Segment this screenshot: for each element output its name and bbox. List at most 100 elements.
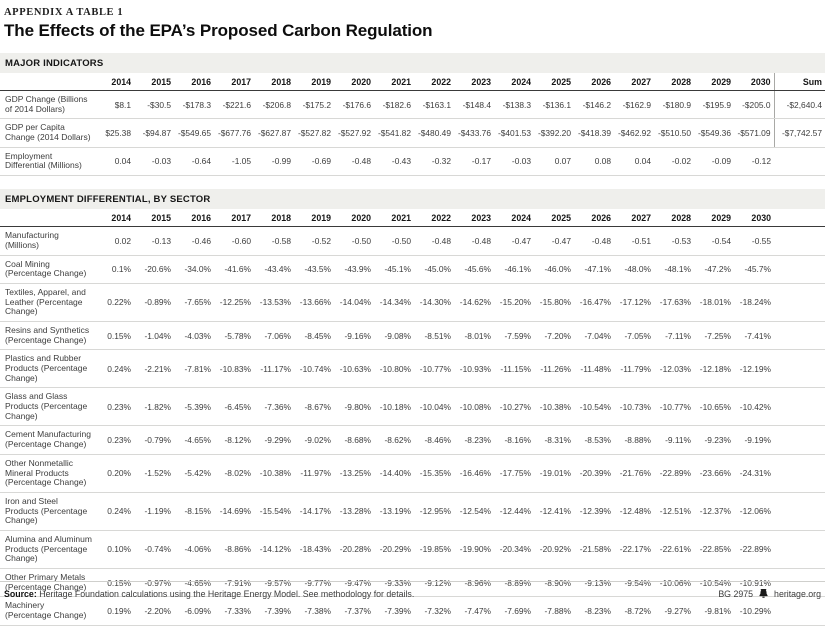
value-cell: -9.29% — [254, 425, 294, 455]
value-cell: -10.91% — [734, 568, 774, 598]
source-note: Source: Heritage Foundation calculations… — [4, 589, 414, 599]
value-cell: -$206.8 — [254, 90, 294, 120]
source-label: Source: — [4, 588, 37, 599]
value-cell: -9.02% — [294, 425, 334, 455]
value-cell: 0.10% — [94, 530, 134, 570]
value-cell: -12.18% — [694, 349, 734, 389]
year-header-cell: 2025 — [534, 73, 574, 91]
value-cell: -0.48 — [334, 147, 374, 177]
value-cell: -1.05 — [214, 147, 254, 177]
value-cell: -1.82% — [134, 387, 174, 427]
value-cell: -10.04% — [414, 387, 454, 427]
value-cell: -45.7% — [734, 255, 774, 284]
table-row: Other Primary Metals (Percentage Change)… — [0, 568, 825, 598]
value-cell: -16.47% — [574, 283, 614, 322]
value-cell: 0.23% — [94, 387, 134, 427]
value-cell: -4.06% — [174, 530, 214, 570]
major-indicators-table: 2014 2015 2016 2017 2018 2019 2020 2021 2022 2023… — [0, 73, 825, 177]
value-cell: -9.23% — [694, 425, 734, 455]
value-cell: -7.39% — [374, 596, 414, 626]
value-cell: -0.47 — [534, 226, 574, 256]
year-header-cell: 2027 — [614, 209, 654, 228]
sum-cell — [774, 425, 825, 455]
value-cell: -22.89% — [734, 530, 774, 570]
year-header-cell: 2030 — [734, 73, 774, 91]
value-cell: -23.66% — [694, 454, 734, 493]
value-cell: -4.03% — [174, 321, 214, 351]
row-label: Alumina and Aluminum Products (Percentag… — [0, 530, 94, 570]
value-cell: -11.26% — [534, 349, 574, 389]
value-cell: -$418.39 — [574, 118, 614, 148]
value-cell: -5.39% — [174, 387, 214, 427]
value-cell: -14.30% — [414, 283, 454, 322]
value-cell: -10.65% — [694, 387, 734, 427]
value-cell: 0.24% — [94, 349, 134, 389]
value-cell: 0.15% — [94, 321, 134, 351]
value-cell: -9.80% — [334, 387, 374, 427]
year-header-cell: 2015 — [134, 209, 174, 228]
row-label: Employment Differential (Millions) — [0, 147, 94, 177]
sum-cell — [774, 454, 825, 493]
value-cell: -$627.87 — [254, 118, 294, 148]
value-cell: -8.45% — [294, 321, 334, 351]
value-cell: -10.29% — [734, 596, 774, 626]
value-cell: -0.89% — [134, 283, 174, 322]
value-cell: -7.65% — [174, 283, 214, 322]
value-cell: -13.66% — [294, 283, 334, 322]
value-cell: -$527.92 — [334, 118, 374, 148]
value-cell: -13.25% — [334, 454, 374, 493]
value-cell: -10.38% — [254, 454, 294, 493]
value-cell: -8.88% — [614, 425, 654, 455]
value-cell: -10.38% — [534, 387, 574, 427]
table-row: Resins and Synthetics (Percentage Change… — [0, 321, 825, 351]
sum-cell — [774, 226, 825, 256]
year-header-row: 2014 2015 2016 2017 2018 2019 2020 2021 2022 2023… — [0, 209, 825, 228]
value-cell: -7.11% — [654, 321, 694, 351]
value-cell: -7.36% — [254, 387, 294, 427]
value-cell: -17.12% — [614, 283, 654, 322]
section-header-major-indicators: MAJOR INDICATORS — [0, 53, 825, 73]
value-cell: 0.07 — [534, 147, 574, 177]
row-label: Iron and Steel Products (Percentage Chan… — [0, 492, 94, 531]
value-cell: -$462.92 — [614, 118, 654, 148]
value-cell: -12.37% — [694, 492, 734, 531]
year-header-cell: 2021 — [374, 73, 414, 91]
value-cell: $25.38 — [94, 118, 134, 148]
value-cell: -0.13 — [134, 226, 174, 256]
value-cell: -$163.1 — [414, 90, 454, 120]
table-row: Plastics and Rubber Products (Percentage… — [0, 349, 825, 389]
value-cell: -15.35% — [414, 454, 454, 493]
value-cell: -5.78% — [214, 321, 254, 351]
value-cell: -10.18% — [374, 387, 414, 427]
value-cell: -$136.1 — [534, 90, 574, 120]
value-cell: -8.12% — [214, 425, 254, 455]
value-cell: -$148.4 — [454, 90, 494, 120]
value-cell: -14.34% — [374, 283, 414, 322]
value-cell: -11.79% — [614, 349, 654, 389]
sum-header-cell: Sum — [773, 73, 825, 91]
value-cell: -0.51 — [614, 226, 654, 256]
value-cell: -7.20% — [534, 321, 574, 351]
value-cell: -12.95% — [414, 492, 454, 531]
value-cell: -9.81% — [694, 596, 734, 626]
value-cell: -9.16% — [334, 321, 374, 351]
value-cell: -43.4% — [254, 255, 294, 284]
value-cell: -8.51% — [414, 321, 454, 351]
row-label: Other Nonmetallic Mineral Products (Perc… — [0, 454, 94, 493]
table-row: Coal Mining (Percentage Change) 0.1% -20.6… — [0, 255, 825, 284]
value-cell: -$677.76 — [214, 118, 254, 148]
year-header-cell: 2028 — [654, 73, 694, 91]
row-label: Manufacturing (Millions) — [0, 226, 94, 256]
value-cell: -7.39% — [254, 596, 294, 626]
value-cell: -10.54% — [694, 568, 734, 598]
value-cell: -$94.87 — [134, 118, 174, 148]
value-cell: -$571.09 — [734, 118, 774, 148]
year-header-cell: 2019 — [294, 73, 334, 91]
liberty-bell-icon — [758, 588, 769, 599]
value-cell: -13.19% — [374, 492, 414, 531]
table-row: Machinery (Percentage Change) 0.19% -2.20%… — [0, 596, 825, 626]
sum-cell — [774, 255, 825, 284]
value-cell: -10.83% — [214, 349, 254, 389]
value-cell: 0.19% — [94, 596, 134, 626]
value-cell: -8.96% — [454, 568, 494, 598]
